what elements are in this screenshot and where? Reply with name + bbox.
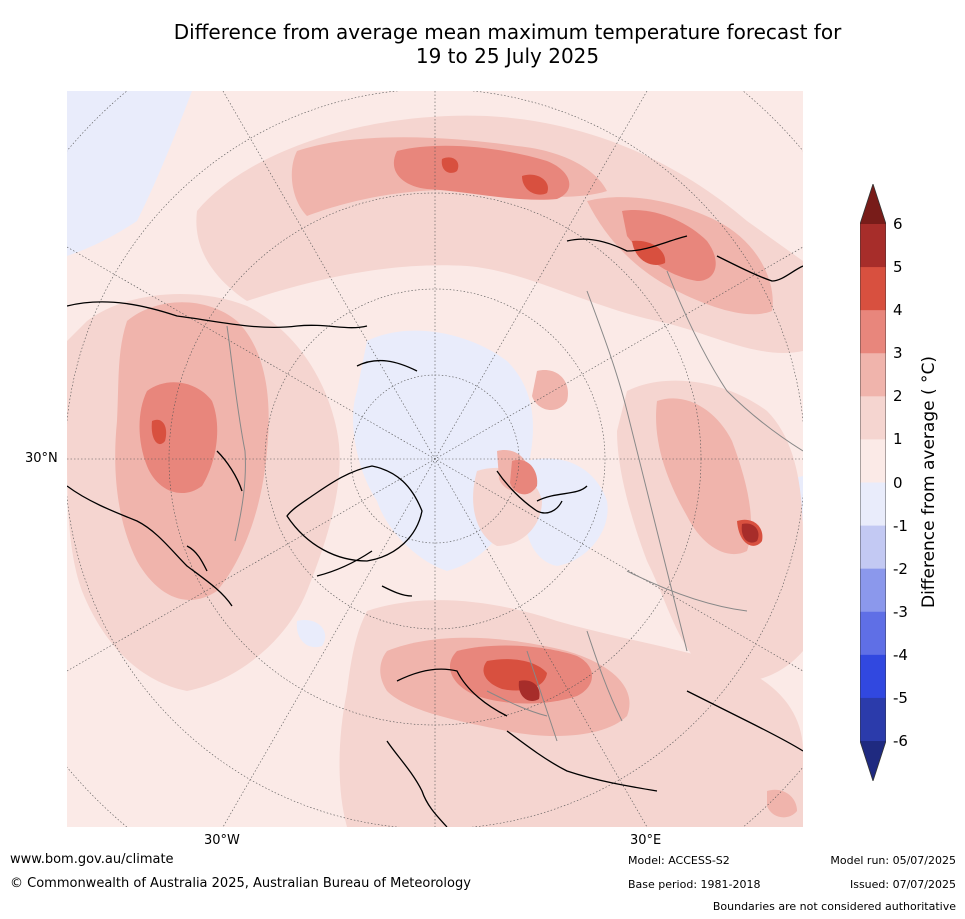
colorbar-tick-label: 3 [893,344,903,363]
colorbar-band [860,568,886,613]
colorbar-label: Difference from average ( °C) [919,355,939,609]
colorbar [860,184,886,781]
colorbar-band [860,611,886,656]
colorbar-band [860,267,886,311]
colorbar-band [860,310,886,354]
colorbar-tick-label: -6 [893,732,908,750]
colorbar-tick-label: 6 [893,215,903,233]
warm-anomaly-3-4 [139,145,716,704]
model-run-text: Model run: 05/07/2025 [830,854,956,867]
colorbar-extend-max [860,184,886,224]
colorbar-tick-label: -3 [893,602,908,621]
model-text: Model: ACCESS-S2 [628,854,730,867]
colorbar-band [860,224,886,268]
colorbar-tick-label: -5 [893,688,908,707]
graticule [67,91,803,827]
colorbar-band [860,439,886,483]
anomaly-map [67,91,803,827]
colorbar-tick-label: -1 [893,516,908,535]
colorbar-extend-min [860,741,886,781]
title-line-2: 19 to 25 July 2025 [415,44,600,68]
country-boundaries [226,270,803,742]
colorbar-tick-label: 0 [893,473,903,492]
colorbar-band [860,525,886,570]
base-period-text: Base period: 1981-2018 [628,878,761,891]
colorbar-tick-label: -2 [893,559,908,578]
colorbar-tick-label: -4 [893,645,908,664]
colorbar-band [860,353,886,397]
colorbar-band [860,482,886,527]
issued-text: Issued: 07/07/2025 [849,878,956,891]
chart-title: Difference from average mean maximum tem… [60,20,955,68]
lon-label-30e: 30°E [630,833,662,848]
copyright-text: © Commonwealth of Australia 2025, Austra… [10,876,471,891]
colorbar-band [860,396,886,440]
title-line-1: Difference from average mean maximum tem… [173,20,842,44]
coastlines [67,235,803,827]
disclaimer-text: Boundaries are not considered authoritat… [712,900,956,913]
website-link[interactable]: www.bom.gov.au/climate [10,852,174,867]
colorbar-tick-label: 5 [893,258,903,277]
colorbar-band [860,654,886,699]
colorbar-tick-label: 2 [893,387,903,406]
lon-label-30w: 30°W [204,833,240,848]
colorbar-tick-label: 1 [893,430,903,449]
warm-anomaly-5-6 [518,523,759,701]
lat-label-30n: 30°N [25,451,58,466]
colorbar-band [860,697,886,742]
colorbar-tick-label: 4 [893,301,903,320]
